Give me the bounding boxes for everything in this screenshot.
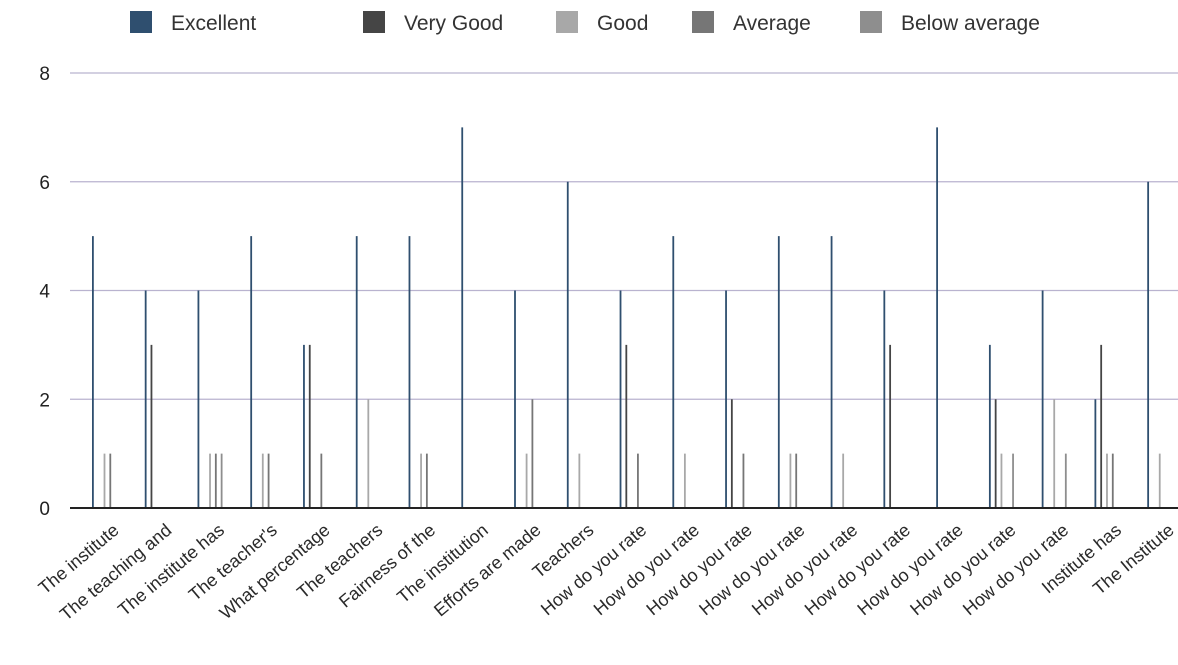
bar-good-20 [1158,453,1161,508]
bar-excellent-19 [1094,399,1097,508]
bar-excellent-6 [408,236,411,508]
bar-very-good-15 [889,344,892,508]
bar-excellent-12 [725,290,727,508]
y-tick-label-0: 0 [39,499,50,520]
bar-very-good-19 [1100,344,1103,508]
bar-good-18 [1053,399,1056,508]
bar-below-average-2 [220,453,223,508]
bar-excellent-15 [883,290,886,508]
legend-label-very-good: Very Good [404,12,503,35]
bar-excellent-5 [355,236,358,508]
legend-swatch-below-average [860,11,882,33]
bar-average-6 [425,453,428,508]
bar-excellent-9 [566,181,569,508]
bar-good-6 [420,453,422,508]
legend-label-average: Average [733,12,811,35]
bar-excellent-1 [144,290,147,508]
bar-good-3 [261,453,264,508]
bar-average-10 [637,453,639,508]
bar-average-13 [795,453,798,508]
bar-excellent-17 [988,344,991,508]
y-tick-label-8: 8 [39,64,50,85]
bar-good-11 [683,453,686,508]
gridlines [70,72,1178,400]
bar-average-8 [531,399,534,508]
bar-average-3 [267,453,270,508]
bar-excellent-11 [672,236,675,508]
bar-good-0 [103,453,106,508]
legend-swatch-very-good [363,11,385,33]
bar-excellent-20 [1147,181,1150,508]
bar-average-0 [109,453,112,508]
bar-good-5 [367,399,370,508]
bar-below-average-17 [1012,453,1014,508]
legend: Excellent Very Good Good Average Below avera… [130,11,1040,35]
bar-good-14 [842,453,845,508]
bar-good-17 [1000,453,1003,508]
bar-excellent-18 [1041,290,1044,508]
bar-excellent-3 [250,236,253,508]
y-tick-label-6: 6 [39,173,50,194]
legend-label-good: Good [597,12,648,35]
bar-average-2 [214,453,217,508]
bar-good-2 [209,453,211,508]
bar-good-9 [578,453,581,508]
bar-good-19 [1106,453,1108,508]
bar-average-4 [320,453,323,508]
y-tick-label-2: 2 [39,390,50,411]
legend-swatch-average [692,11,714,33]
legend-label-below-average: Below average [901,12,1040,35]
y-axis-ticks: 0 2 4 6 8 [39,64,50,520]
legend-label-excellent: Excellent [171,12,256,35]
bar-very-good-12 [730,399,733,508]
bar-excellent-4 [303,344,305,508]
bar-excellent-14 [830,236,833,508]
bar-below-average-18 [1064,453,1067,508]
bar-very-good-4 [308,344,311,508]
legend-swatch-good [556,11,578,33]
bar-average-12 [742,453,745,508]
bar-excellent-2 [197,290,200,508]
bar-very-good-10 [625,344,628,508]
legend-swatch-excellent [130,11,152,33]
bar-very-good-17 [994,399,997,508]
bar-excellent-0 [92,236,94,508]
bar-excellent-13 [777,236,780,508]
bar-excellent-8 [514,290,516,508]
bar-excellent-16 [936,127,938,508]
bar-excellent-7 [461,127,464,508]
y-tick-label-4: 4 [39,282,50,303]
bars [92,127,1161,508]
bar-average-19 [1111,453,1114,508]
bar-excellent-10 [619,290,622,508]
bar-very-good-1 [150,344,153,508]
bar-good-8 [525,453,528,508]
bar-good-13 [789,453,792,508]
